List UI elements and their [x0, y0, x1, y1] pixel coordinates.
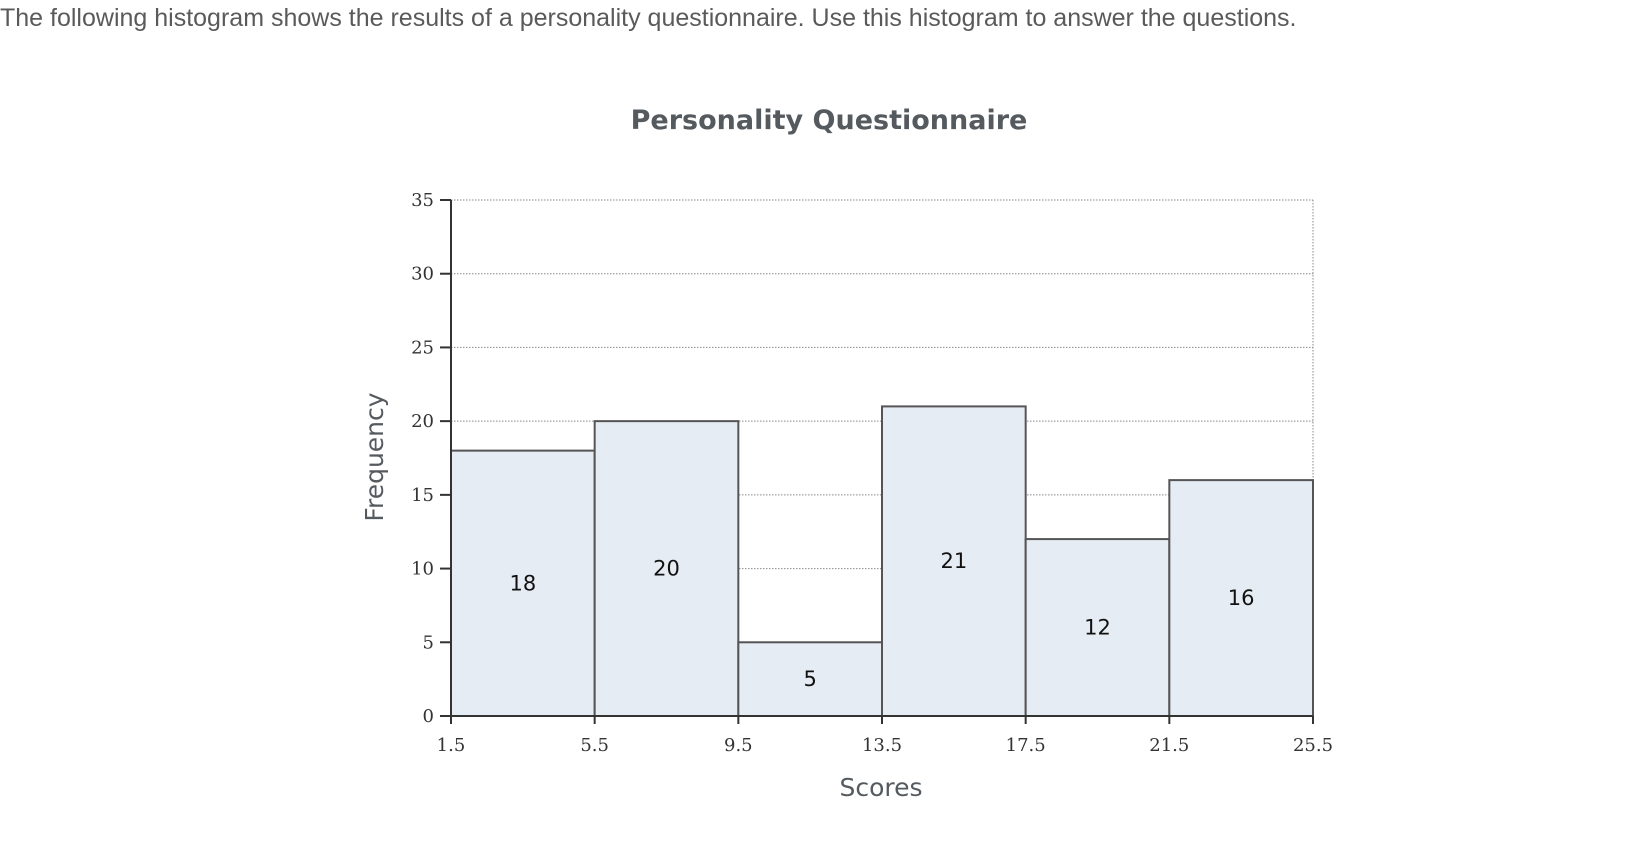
bar-value-label: 21 — [940, 549, 967, 573]
bar-value-label: 16 — [1228, 586, 1255, 610]
y-tick-label: 5 — [423, 632, 434, 653]
x-tick-label: 5.5 — [580, 735, 609, 756]
histogram-bar — [881, 405, 1027, 717]
x-tick-label: 21.5 — [1149, 735, 1189, 756]
x-tick-label: 1.5 — [437, 735, 466, 756]
histogram-bar — [593, 420, 740, 717]
bar-value-label: 18 — [509, 571, 536, 595]
x-tick-label: 13.5 — [862, 735, 902, 756]
y-axis-title: Frequency — [360, 392, 389, 521]
y-tick-label: 30 — [411, 264, 434, 285]
histogram-bar — [1024, 538, 1171, 717]
axes: 0 5 10 15 20 25 30 35 1.5 5.5 9.5 13.5 17.5 21.5 25.5 — [411, 190, 1333, 756]
bar-value-label: 20 — [653, 557, 680, 581]
x-tick-label: 17.5 — [1006, 735, 1046, 756]
x-tick-label: 25.5 — [1293, 735, 1333, 756]
y-tick-label: 25 — [411, 337, 434, 358]
y-tick-label: 15 — [411, 485, 434, 506]
chart-title: Personality Questionnaire — [631, 105, 1028, 136]
y-tick-label: 20 — [411, 411, 434, 432]
bar-value-label: 5 — [803, 667, 816, 691]
x-axis-title: Scores — [839, 773, 922, 802]
bars — [450, 405, 1315, 717]
data-labels: 18 20 5 21 12 16 — [509, 549, 1254, 691]
histogram-bar — [1168, 479, 1315, 717]
y-tick-label: 0 — [423, 706, 434, 727]
bar-value-label: 12 — [1084, 616, 1111, 640]
instructions-text: The following histogram shows the result… — [0, 4, 1297, 32]
x-tick-label: 9.5 — [724, 735, 753, 756]
y-tick-label: 10 — [411, 559, 434, 580]
y-tick-label: 35 — [411, 190, 434, 211]
